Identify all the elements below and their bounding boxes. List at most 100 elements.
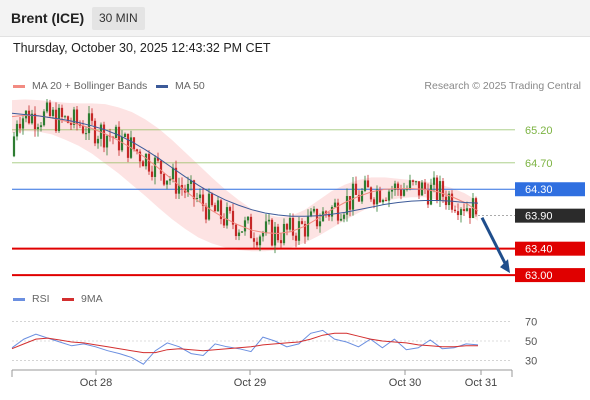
candle-body [186,183,190,193]
candle-body [273,226,277,246]
candle-body [270,219,274,246]
candle-body [288,217,292,230]
candle-body [462,209,466,211]
candle-body [264,221,268,233]
candle-body [72,109,76,125]
candle-body [48,102,52,116]
candle-body [81,125,85,134]
header-bar: Brent (ICE) 30 MIN [0,0,590,37]
candle-body [363,180,367,191]
candle-body [96,138,100,144]
candle-body [408,180,412,189]
candle-body [36,127,40,130]
legend-ma9: 9MA [62,293,103,305]
candle-body [411,180,415,182]
candle-body [396,183,400,190]
candle-body [168,179,172,181]
candle-body [219,200,223,220]
candle-body [156,157,160,161]
ma20-swatch [13,84,25,88]
candle-body [438,181,442,201]
ma9-swatch [62,297,74,301]
ma9-label: 9MA [81,293,103,305]
rsi-swatch [13,297,25,301]
candle-body [387,191,391,201]
candle-body [330,206,334,217]
candle-body [150,171,154,177]
candle-body [21,118,25,129]
candle-body [192,180,196,200]
x-axis-label: Oct 31 [465,377,497,389]
candle-body [393,183,397,191]
candle-body [141,161,145,167]
candle-body [342,214,346,219]
candle-body [216,200,220,212]
candle-body [66,116,70,124]
support-label-box [515,268,585,283]
candle-body [291,217,295,236]
candle-body [189,180,193,184]
candle-body [369,187,373,200]
x-axis-label: Oct 30 [389,377,421,389]
candle-body [309,211,313,217]
candle-body [321,211,325,222]
x-axis-label: Oct 29 [234,377,266,389]
candle-body [414,181,418,183]
rsi-tick-label: 70 [525,317,537,329]
candle-body [102,124,106,148]
candle-body [339,218,343,221]
resistance-label: 64.70 [525,158,553,170]
candle-body [360,190,364,202]
candle-body [204,205,208,220]
candle-body [30,113,34,124]
candle-body [198,194,202,199]
candle-body [390,190,394,192]
rsi-tick-label: 30 [525,355,537,367]
candle-body [432,177,436,185]
candle-body [234,224,238,237]
ma50-line [11,112,479,217]
candle-body [447,193,451,206]
candle-body [63,116,67,118]
support-label: 63.00 [525,270,553,282]
candle-body [285,223,289,230]
candle-body [120,137,124,151]
candle-body [153,157,157,177]
ma20-line [11,114,479,235]
candle-body [294,235,298,241]
candle-body [201,194,205,206]
candle-body [105,135,109,148]
candle-body [177,184,181,194]
candle-body [207,193,211,220]
candle-body [69,123,73,125]
candle-body [42,111,46,126]
candle-body [300,221,304,224]
candle-body [441,181,445,197]
candle-body [336,202,340,221]
timestamp: Thursday, October 30, 2025 12:43:32 PM C… [13,41,271,55]
interval-button[interactable]: 30 MIN [92,7,145,30]
candle-body [243,220,247,232]
candle-body [12,136,16,157]
candle-body [147,153,151,172]
candle-body [39,125,43,128]
candle-body [261,232,265,237]
legend-rsi: RSI [13,293,50,305]
last-price-box [515,208,585,223]
rsi-tick-label: 50 [525,336,537,348]
candle-body [459,209,463,216]
candle-body [252,238,256,242]
pivot-label: 64.30 [525,184,553,196]
candle-body [15,123,19,137]
candle-body [279,240,283,244]
candle-body [465,208,469,211]
candle-body [195,198,199,200]
candle-body [162,173,166,185]
rsi-label: RSI [32,293,50,305]
candle-body [117,126,121,151]
candle-body [222,219,226,226]
forecast-arrow-head [500,259,510,274]
rsi-ma-line [11,332,478,354]
candle-body [171,167,175,180]
candle-body [375,189,379,205]
